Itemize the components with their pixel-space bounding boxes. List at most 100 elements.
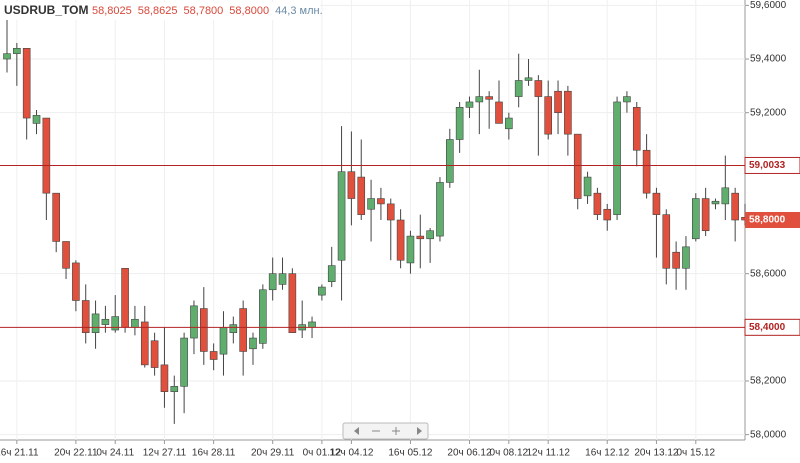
candle-body [91, 313, 100, 333]
candle-body [367, 198, 375, 210]
candle-body [623, 96, 631, 103]
candle-body [406, 235, 415, 264]
y-tick-label: 59,2000 [750, 107, 787, 118]
y-tick-label: 59,6000 [750, 0, 787, 11]
candle-body [416, 235, 425, 240]
level-tag [744, 156, 800, 174]
candle-body [377, 198, 385, 205]
candle-body [396, 219, 405, 261]
candle-body [544, 96, 553, 135]
x-tick-label: 20ч 13.12 [634, 448, 679, 459]
candle-body [32, 115, 41, 124]
candle-body [386, 203, 395, 221]
candle-body [140, 321, 149, 366]
candle-body [278, 273, 287, 285]
candle-body [42, 117, 51, 194]
x-tick-label: 0ч 15.12 [677, 448, 716, 459]
x-tick-label: 0ч 08.12 [490, 448, 529, 459]
candle-body [111, 316, 120, 331]
level-label: 58,4000 [749, 322, 786, 333]
quote-value: 58,8025 [92, 5, 132, 17]
y-tick-label: 59,4000 [750, 54, 787, 65]
candle-body [505, 117, 513, 130]
candle-body [701, 198, 710, 232]
candle-body [554, 90, 562, 113]
candle-body [13, 47, 21, 54]
candle-body [121, 267, 129, 328]
candle-body [180, 337, 188, 387]
candle-body [239, 308, 247, 352]
plot [0, 0, 749, 440]
candle-body [721, 187, 730, 205]
candle-body [632, 107, 641, 151]
x-tick-label: 20ч 29.11 [251, 448, 295, 459]
candle-body [52, 192, 61, 242]
candle-body [327, 265, 336, 283]
y-tick-label: 58,0000 [750, 429, 787, 440]
candle-body [514, 80, 523, 97]
level-label: 59,0033 [749, 160, 786, 171]
candle-body [711, 200, 720, 205]
candle-body [318, 286, 326, 296]
quote-value: 58,8000 [229, 5, 269, 17]
x-tick-label: 12ч 27.11 [143, 448, 187, 459]
symbol: USDRUB_TOM [4, 3, 88, 17]
candle-body [160, 364, 169, 393]
candle-body [603, 208, 612, 221]
nav-plus[interactable] [392, 427, 400, 435]
x-tick-label: 16ч 28.11 [192, 448, 236, 459]
candle-body [426, 230, 434, 240]
candle-body [682, 246, 690, 269]
candle-body [475, 96, 484, 103]
volume: 44,3 млн. [275, 5, 323, 17]
candle-body [564, 90, 572, 135]
quote-value: 58,7800 [184, 5, 224, 17]
nav-right[interactable] [417, 427, 422, 435]
candle-body [691, 198, 700, 240]
candle-body [583, 176, 592, 197]
candle-body [209, 351, 218, 360]
candle-body [337, 171, 346, 261]
candle-body [200, 308, 208, 352]
candle-body [593, 192, 602, 215]
nav-box[interactable] [342, 422, 429, 440]
candle-body [445, 139, 454, 183]
x-tick-label: 20ч 22.11 [54, 448, 98, 459]
x-tick-label: 16ч 21.11 [0, 448, 39, 459]
x-tick-label: 12ч 04.12 [329, 448, 374, 459]
candle-body [288, 273, 297, 333]
last-price-tag [745, 212, 800, 228]
candle-body [22, 47, 31, 119]
candle-body [81, 300, 90, 333]
nav-left[interactable] [354, 427, 359, 435]
candle-body [524, 77, 533, 81]
candle-body [573, 133, 582, 199]
candle-body [731, 192, 739, 221]
candle-body [642, 149, 651, 194]
last-price-label: 58,8000 [749, 215, 786, 226]
y-tick-label: 58,2000 [750, 376, 787, 387]
candle-body [485, 96, 493, 100]
candle-body [662, 214, 671, 269]
candle-body [3, 53, 11, 60]
candle-body [150, 340, 159, 368]
candle-body [229, 324, 238, 333]
y-tick-label: 58,6000 [750, 268, 787, 279]
candle-body [101, 318, 110, 325]
level-tag [744, 318, 800, 336]
candle-body [357, 176, 366, 215]
nav-control[interactable] [342, 422, 429, 440]
header-bg [0, 2, 320, 20]
x-tick-label: 20ч 06.12 [447, 448, 492, 459]
candle-body [436, 182, 444, 237]
candle-body [170, 386, 179, 393]
candle-body [495, 101, 503, 124]
candle-body [190, 305, 198, 339]
candle-body [72, 262, 80, 301]
candle-body [652, 192, 661, 215]
x-tick-label: 16ч 05.12 [388, 448, 433, 459]
candle-body [268, 273, 277, 291]
x-tick-label: 0ч 01.12 [303, 448, 342, 459]
candle-body [131, 318, 139, 328]
